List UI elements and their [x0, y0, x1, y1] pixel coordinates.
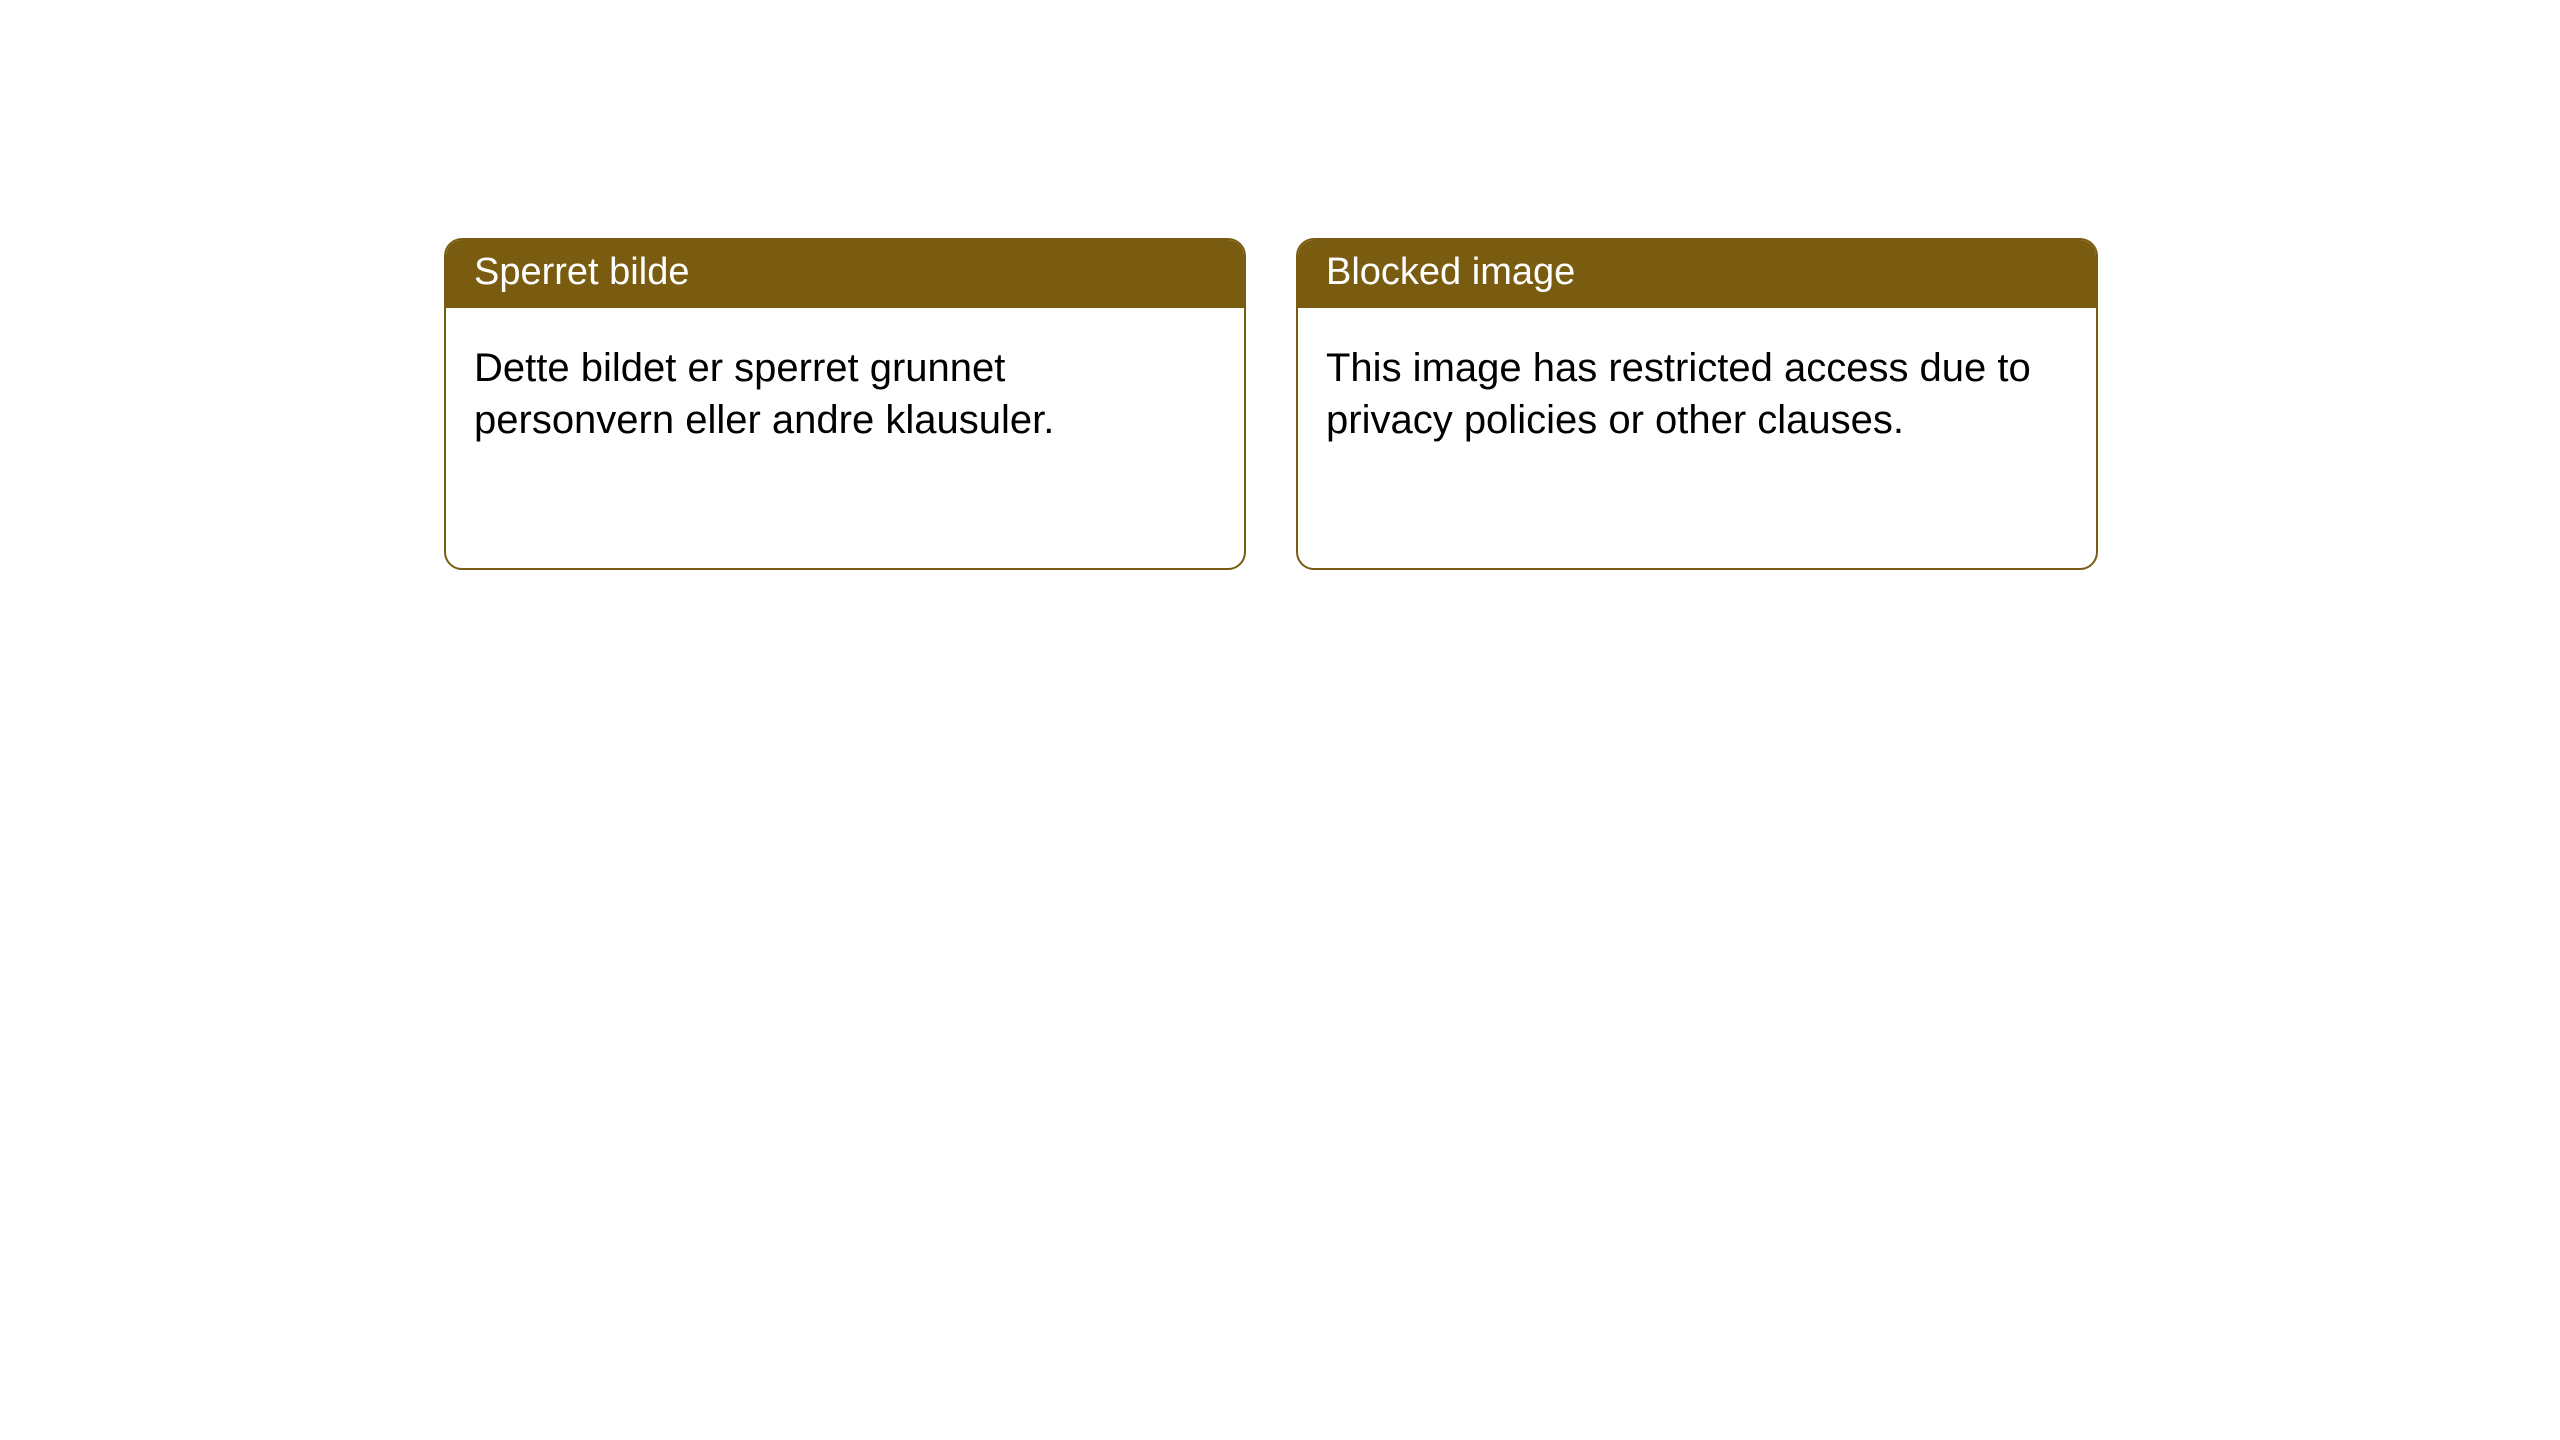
card-body-text: This image has restricted access due to …: [1326, 346, 2031, 442]
card-body-text: Dette bildet er sperret grunnet personve…: [474, 346, 1054, 442]
card-header: Blocked image: [1298, 240, 2096, 308]
card-header: Sperret bilde: [446, 240, 1244, 308]
card-header-text: Blocked image: [1326, 251, 1575, 293]
card-body: Dette bildet er sperret grunnet personve…: [446, 308, 1244, 568]
card-header-text: Sperret bilde: [474, 251, 689, 293]
cards-container: Sperret bilde Dette bildet er sperret gr…: [0, 0, 2560, 570]
card-body: This image has restricted access due to …: [1298, 308, 2096, 568]
blocked-image-card-no: Sperret bilde Dette bildet er sperret gr…: [444, 238, 1246, 570]
blocked-image-card-en: Blocked image This image has restricted …: [1296, 238, 2098, 570]
